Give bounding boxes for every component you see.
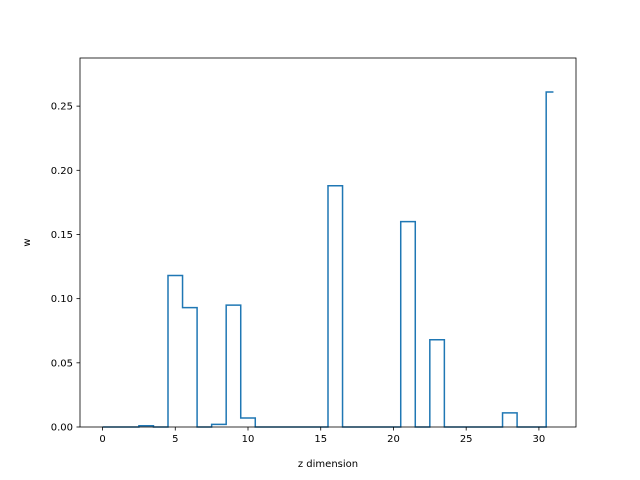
y-tick-label: 0.05 — [51, 358, 73, 369]
y-tick-label: 0.25 — [51, 102, 73, 113]
x-tick-label: 20 — [387, 434, 400, 445]
y-tick-label: 0.20 — [51, 166, 73, 177]
y-tick-label: 0.15 — [51, 230, 73, 241]
y-tick-label: 0.10 — [51, 294, 73, 305]
x-tick-label: 5 — [172, 434, 178, 445]
x-axis-label: z dimension — [298, 459, 358, 470]
axes-frame — [79, 57, 577, 428]
y-axis-label: w — [22, 238, 33, 246]
y-tick-label: 0.00 — [51, 423, 73, 434]
x-tick-label: 30 — [533, 434, 546, 445]
x-tick-label: 25 — [460, 434, 473, 445]
y-axis-ticks: 0.00 0.05 0.10 0.15 0.20 0.25 — [51, 102, 80, 434]
x-tick-label: 0 — [99, 434, 105, 445]
x-tick-label: 10 — [242, 434, 255, 445]
x-tick-label: 15 — [314, 434, 327, 445]
x-axis-ticks: 0 5 10 15 20 25 30 — [99, 427, 545, 445]
